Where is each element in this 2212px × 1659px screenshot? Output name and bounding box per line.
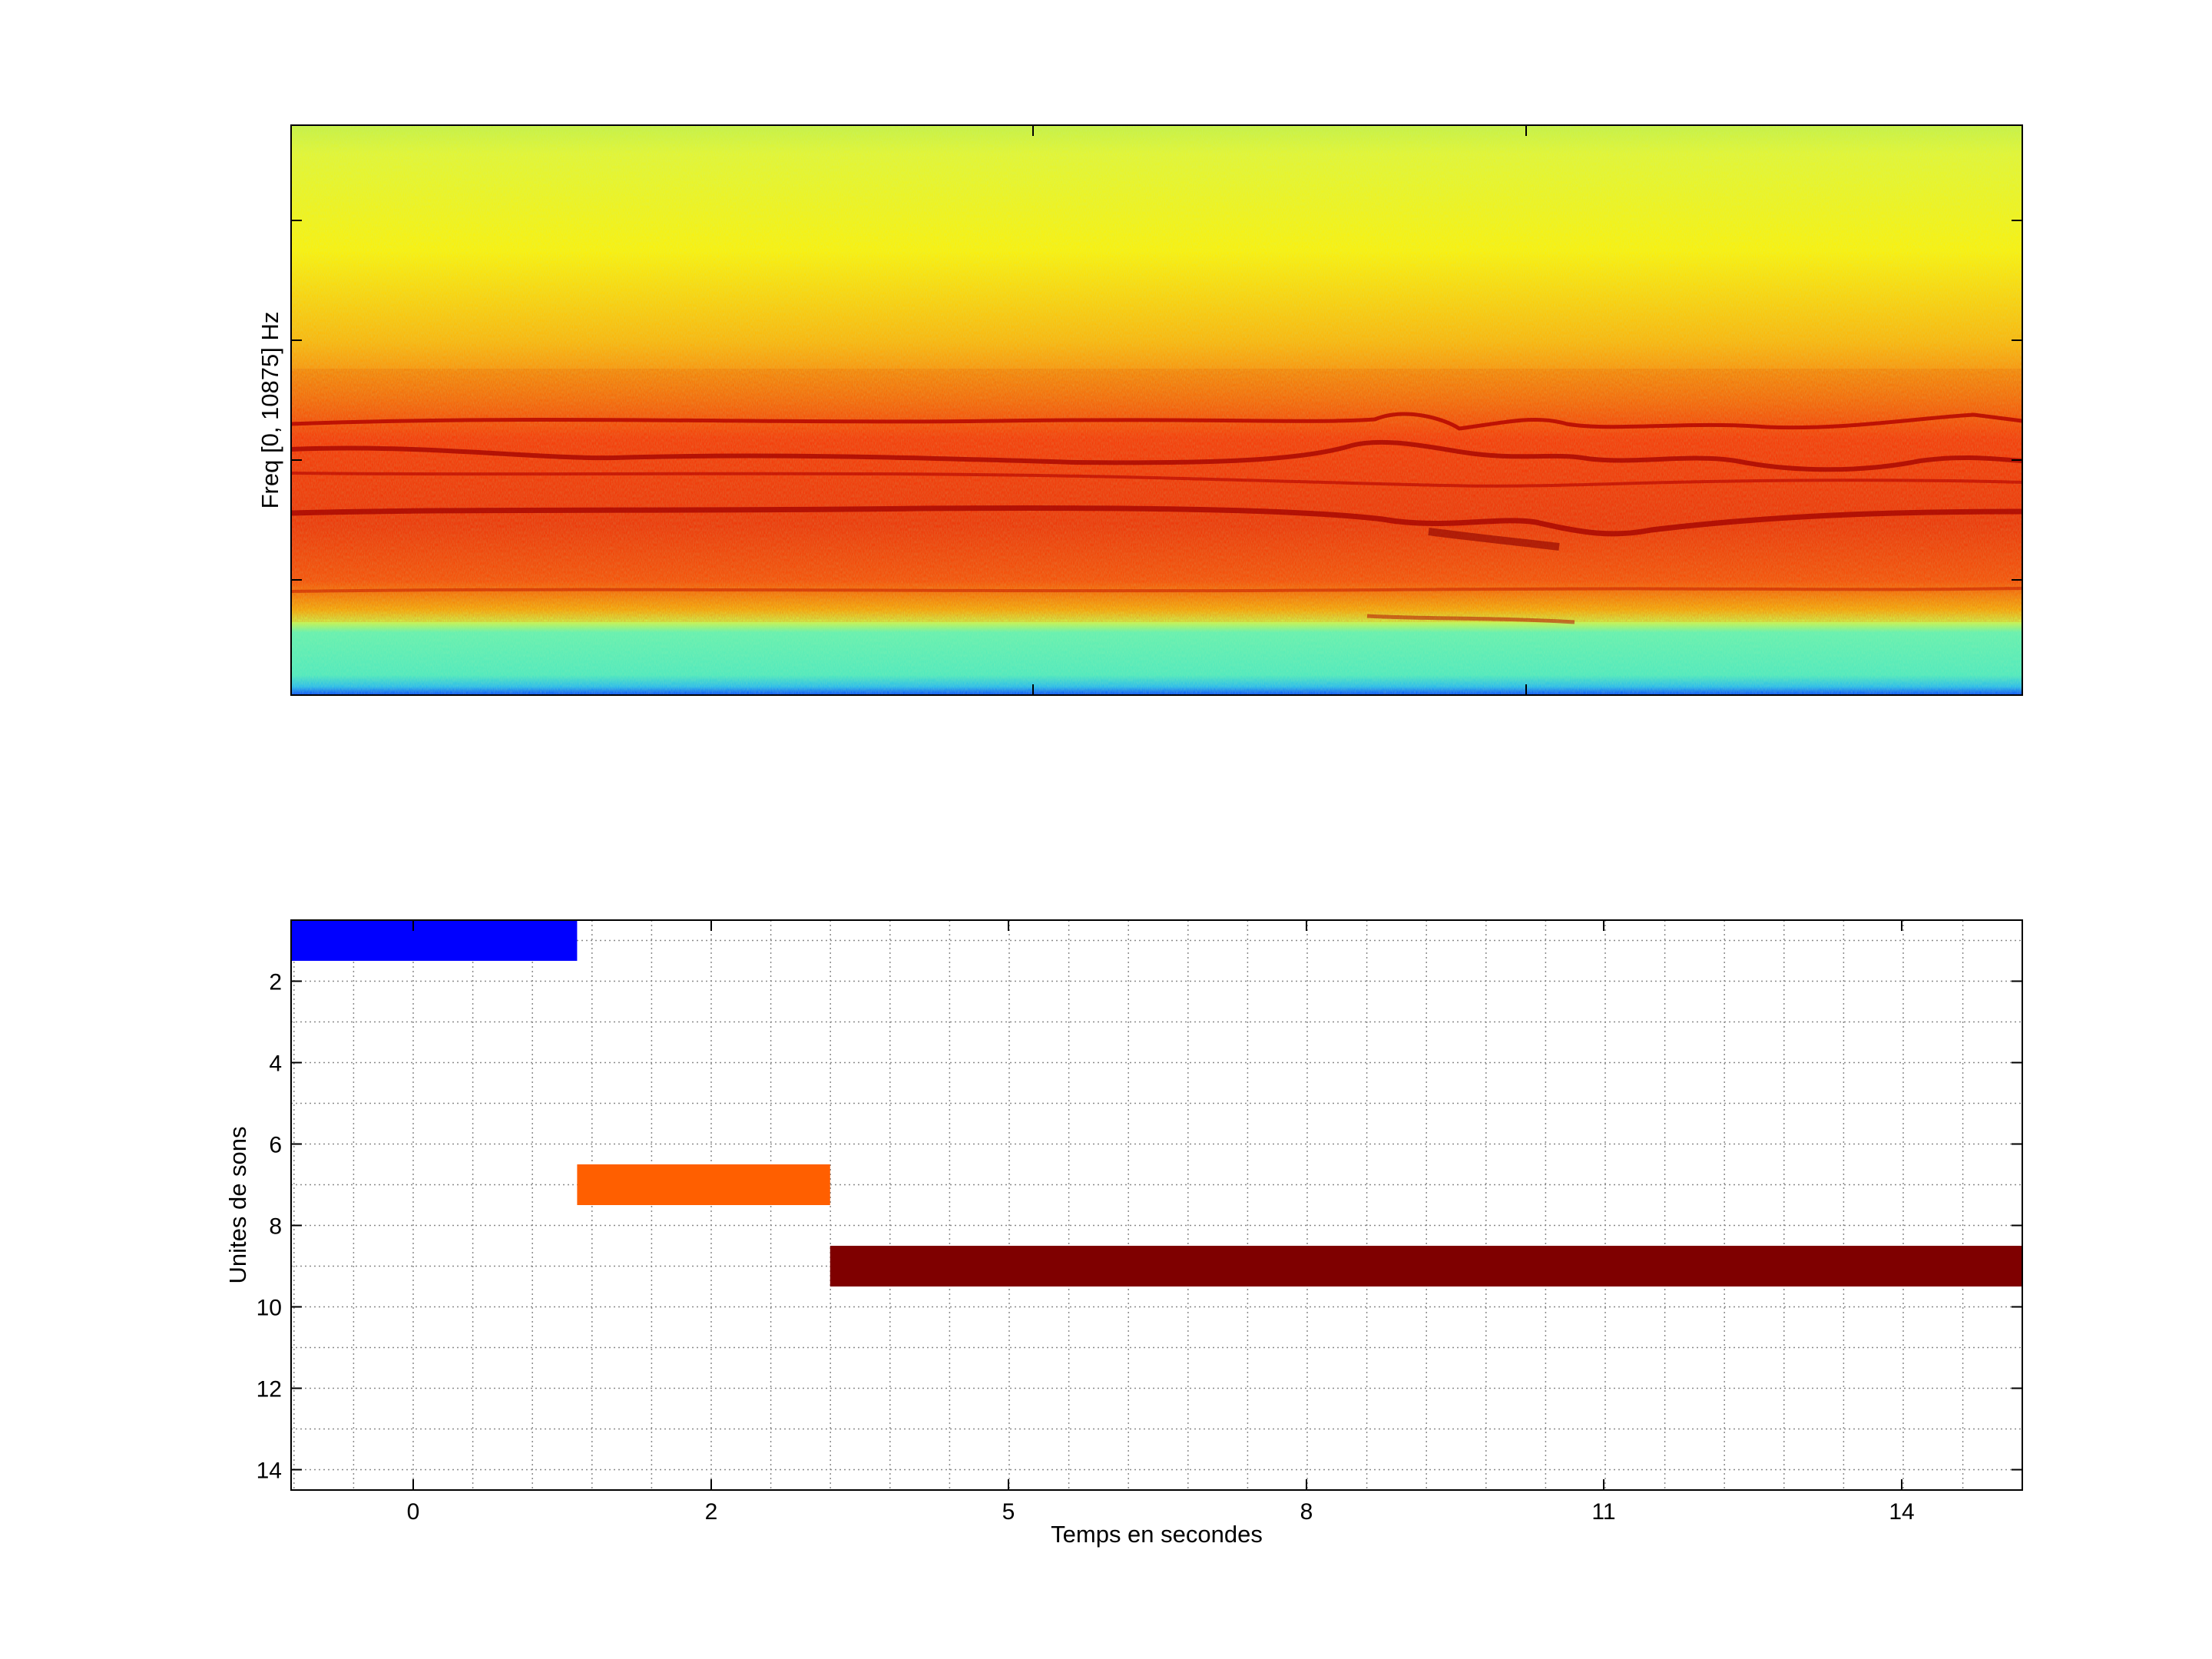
x-tick-label: 11: [1591, 1499, 1615, 1525]
x-tick-label: 5: [1002, 1499, 1015, 1525]
y-tick-label: 6: [269, 1133, 282, 1158]
units-panel: 0 2 5 8 11 14 2 4 6 8 10 12 14 Temps en secondes Uni…: [224, 919, 2023, 1548]
x-tick-label: 0: [407, 1499, 420, 1525]
y-tick-label: 4: [269, 1051, 282, 1077]
y-tick-label: 12: [257, 1377, 282, 1402]
units-ylabel: Unites de sons: [224, 1126, 251, 1283]
unit-segment-1: [291, 920, 578, 961]
unit-segment-9: [830, 1246, 2022, 1286]
x-tick-label: 2: [705, 1499, 718, 1525]
unit-segment-7: [577, 1164, 830, 1205]
units-xlabel: Temps en secondes: [1051, 1521, 1263, 1548]
units-segments: [291, 920, 2022, 1286]
units-plot-area: [291, 920, 2022, 1490]
spectrogram-axes-box: [290, 124, 2023, 696]
units-ticks: 0 2 5 8 11 14 2 4 6 8 10 12 14: [257, 920, 2022, 1525]
units-grid: [291, 920, 2022, 1490]
y-tick-label: 2: [269, 970, 282, 995]
x-tick-label: 14: [1889, 1499, 1914, 1525]
y-tick-label: 8: [269, 1214, 282, 1240]
spectrogram-ticks: [291, 125, 2022, 695]
spectrogram-ylabel: Freq [0, 10875] Hz: [257, 312, 283, 509]
units-axes-box: [290, 919, 2023, 1491]
y-tick-label: 10: [257, 1296, 282, 1321]
spectrogram-panel: Freq [0, 10875] Hz: [257, 124, 2023, 696]
spectrogram-image: [291, 125, 2022, 695]
y-tick-label: 14: [257, 1459, 282, 1484]
x-tick-label: 8: [1300, 1499, 1313, 1525]
